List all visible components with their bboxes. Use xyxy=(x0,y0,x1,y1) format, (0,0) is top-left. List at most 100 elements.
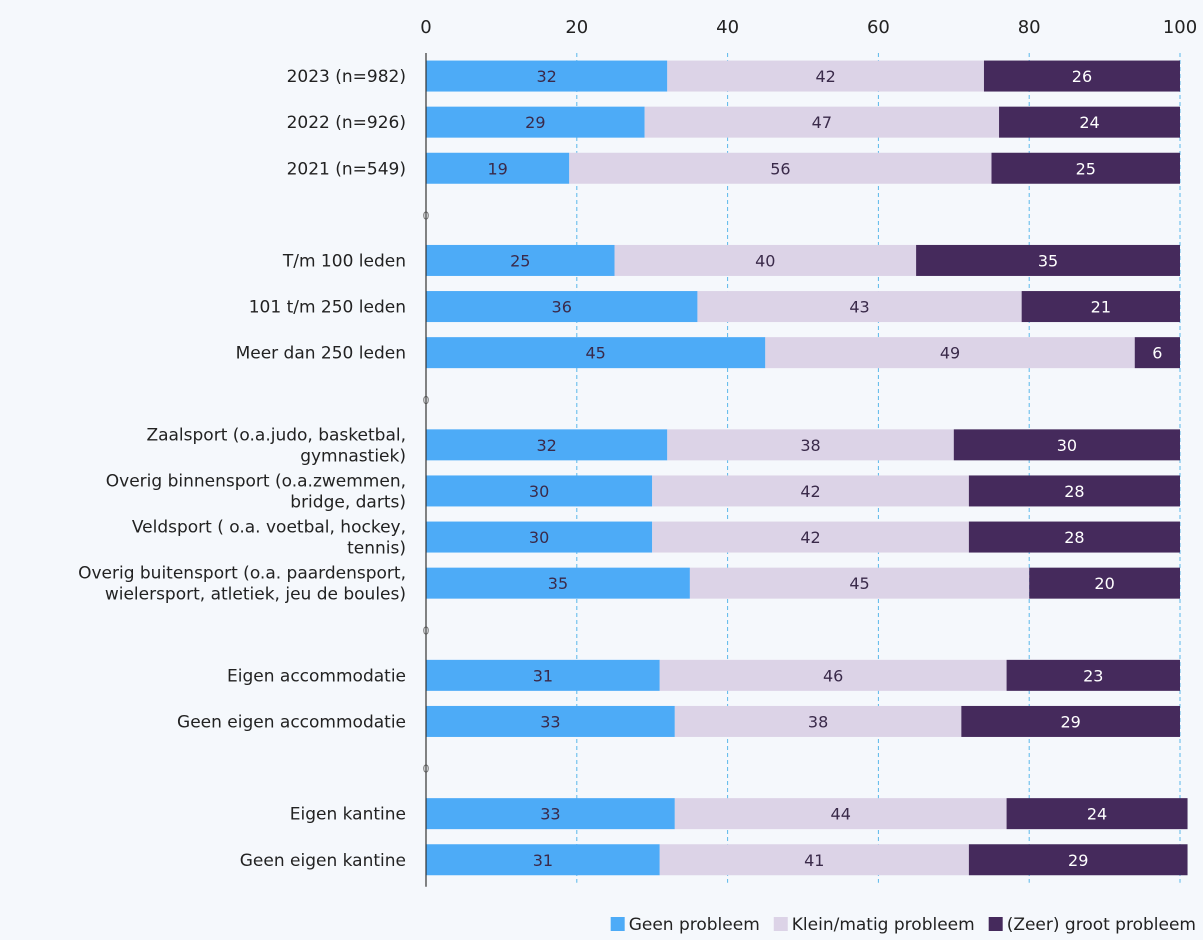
data-label: 23 xyxy=(1083,666,1103,685)
data-label: 41 xyxy=(804,851,824,870)
bar-segment xyxy=(999,106,1180,138)
data-label: 46 xyxy=(823,666,843,685)
data-label: 24 xyxy=(1087,805,1107,824)
data-label: 36 xyxy=(552,298,572,317)
data-label: 32 xyxy=(536,436,556,455)
x-tick-label: 60 xyxy=(867,17,890,38)
bar-segment xyxy=(652,475,969,507)
category-label: Overig buitensport (o.a. paardensport, wi… xyxy=(78,564,406,605)
data-label: 19 xyxy=(487,159,507,178)
x-tick-label: 40 xyxy=(716,17,739,38)
bar-segment xyxy=(426,429,668,461)
bar-segment xyxy=(968,475,1180,507)
x-tick-label: 20 xyxy=(565,17,588,38)
category-label: 2022 (n=926) xyxy=(287,113,406,133)
data-label: 29 xyxy=(525,113,545,132)
data-label: 38 xyxy=(800,436,820,455)
data-label: 49 xyxy=(940,344,960,363)
category-label: T/m 100 leden xyxy=(282,251,406,271)
bar-segment xyxy=(689,567,1030,599)
bar-segment xyxy=(644,106,1000,138)
category-label: Zaalsport (o.a.judo, basketbal, gymnastie… xyxy=(146,425,406,466)
data-label: 6 xyxy=(1152,344,1162,363)
legend-swatch xyxy=(773,917,788,931)
category-label: Eigen accommodatie xyxy=(227,666,406,686)
bar-segment xyxy=(1021,291,1180,323)
category-label: Meer dan 250 leden xyxy=(236,344,406,364)
data-label: 29 xyxy=(1068,851,1088,870)
bar-segment xyxy=(426,291,698,323)
x-tick-label: 80 xyxy=(1018,17,1041,38)
bar-segment xyxy=(983,60,1180,92)
bar-segment xyxy=(426,475,653,507)
data-label: 25 xyxy=(1076,159,1096,178)
bar-segment xyxy=(652,521,969,553)
bar-segment xyxy=(991,152,1180,184)
bar-segment xyxy=(667,60,984,92)
legend-swatch xyxy=(610,917,625,931)
bar-segment xyxy=(426,798,675,830)
bar-segment xyxy=(667,429,954,461)
data-label: 29 xyxy=(1060,712,1080,731)
bar-segment xyxy=(953,429,1180,461)
data-label: 40 xyxy=(755,251,775,270)
data-label: 24 xyxy=(1079,113,1099,132)
bar-segment xyxy=(659,844,969,876)
legend-label: (Zeer) groot probleem xyxy=(1007,915,1196,935)
bar-segment xyxy=(426,567,690,599)
gridlines xyxy=(576,53,1181,883)
data-label: 42 xyxy=(815,67,835,86)
bar-segment xyxy=(426,106,645,138)
data-label: 25 xyxy=(510,251,530,270)
x-tick-label: 100 xyxy=(1163,17,1197,38)
category-label: 101 t/m 250 leden xyxy=(249,298,406,318)
legend: (Zeer) groot probleem Klein/matig problee… xyxy=(610,915,1196,935)
category-labels: 2023 (n=982)2022 (n=926)2021 (n=549)0T/m… xyxy=(78,67,429,871)
data-label: 30 xyxy=(1057,436,1077,455)
data-label: 30 xyxy=(529,482,549,501)
bar-segment xyxy=(674,705,962,737)
data-label: 28 xyxy=(1064,528,1084,547)
bars: 32 42 26 29 47 24 19 56 25 25 40 35 36 43 21 45 49 6 32 38 3… xyxy=(426,60,1188,876)
data-label: 33 xyxy=(540,805,560,824)
data-label: 28 xyxy=(1064,482,1084,501)
bar-segment xyxy=(426,60,668,92)
data-label: 31 xyxy=(533,851,553,870)
data-label: 35 xyxy=(548,574,568,593)
legend-label: Geen probleem xyxy=(629,915,760,935)
bar-segment xyxy=(1006,659,1180,691)
legend-label: Klein/matig probleem xyxy=(792,915,975,935)
data-label: 33 xyxy=(540,712,560,731)
data-label: 20 xyxy=(1094,574,1114,593)
data-label: 32 xyxy=(536,67,556,86)
category-label: Geen eigen kantine xyxy=(240,851,406,871)
x-axis: 0 20 40 60 80 100 xyxy=(420,17,1197,38)
category-label: 2023 (n=982) xyxy=(287,67,406,87)
legend-swatch xyxy=(988,917,1003,931)
bar-segment xyxy=(697,291,1022,323)
bar-segment xyxy=(569,152,992,184)
bar-segment xyxy=(674,798,1007,830)
data-label: 38 xyxy=(808,712,828,731)
data-label: 30 xyxy=(529,528,549,547)
data-label: 43 xyxy=(849,298,869,317)
data-label: 31 xyxy=(533,666,553,685)
data-label: 45 xyxy=(849,574,869,593)
bar-segment xyxy=(426,659,660,691)
category-label: Eigen kantine xyxy=(290,805,406,825)
bar-segment xyxy=(1006,798,1188,830)
bar-segment xyxy=(426,705,675,737)
category-label: Overig binnensport (o.a.zwemmen, bridge, … xyxy=(106,471,406,512)
data-label: 47 xyxy=(812,113,832,132)
bar-segment xyxy=(426,244,615,276)
data-label: 26 xyxy=(1072,67,1092,86)
data-label: 45 xyxy=(585,344,605,363)
bar-segment xyxy=(968,844,1188,876)
bar-segment xyxy=(426,152,570,184)
data-label: 42 xyxy=(800,482,820,501)
category-label: Veldsport ( o.a. voetbal, hockey, tennis) xyxy=(132,518,406,559)
category-label: 2021 (n=549) xyxy=(287,159,406,179)
bar-segment xyxy=(916,244,1180,276)
data-label: 44 xyxy=(831,805,851,824)
